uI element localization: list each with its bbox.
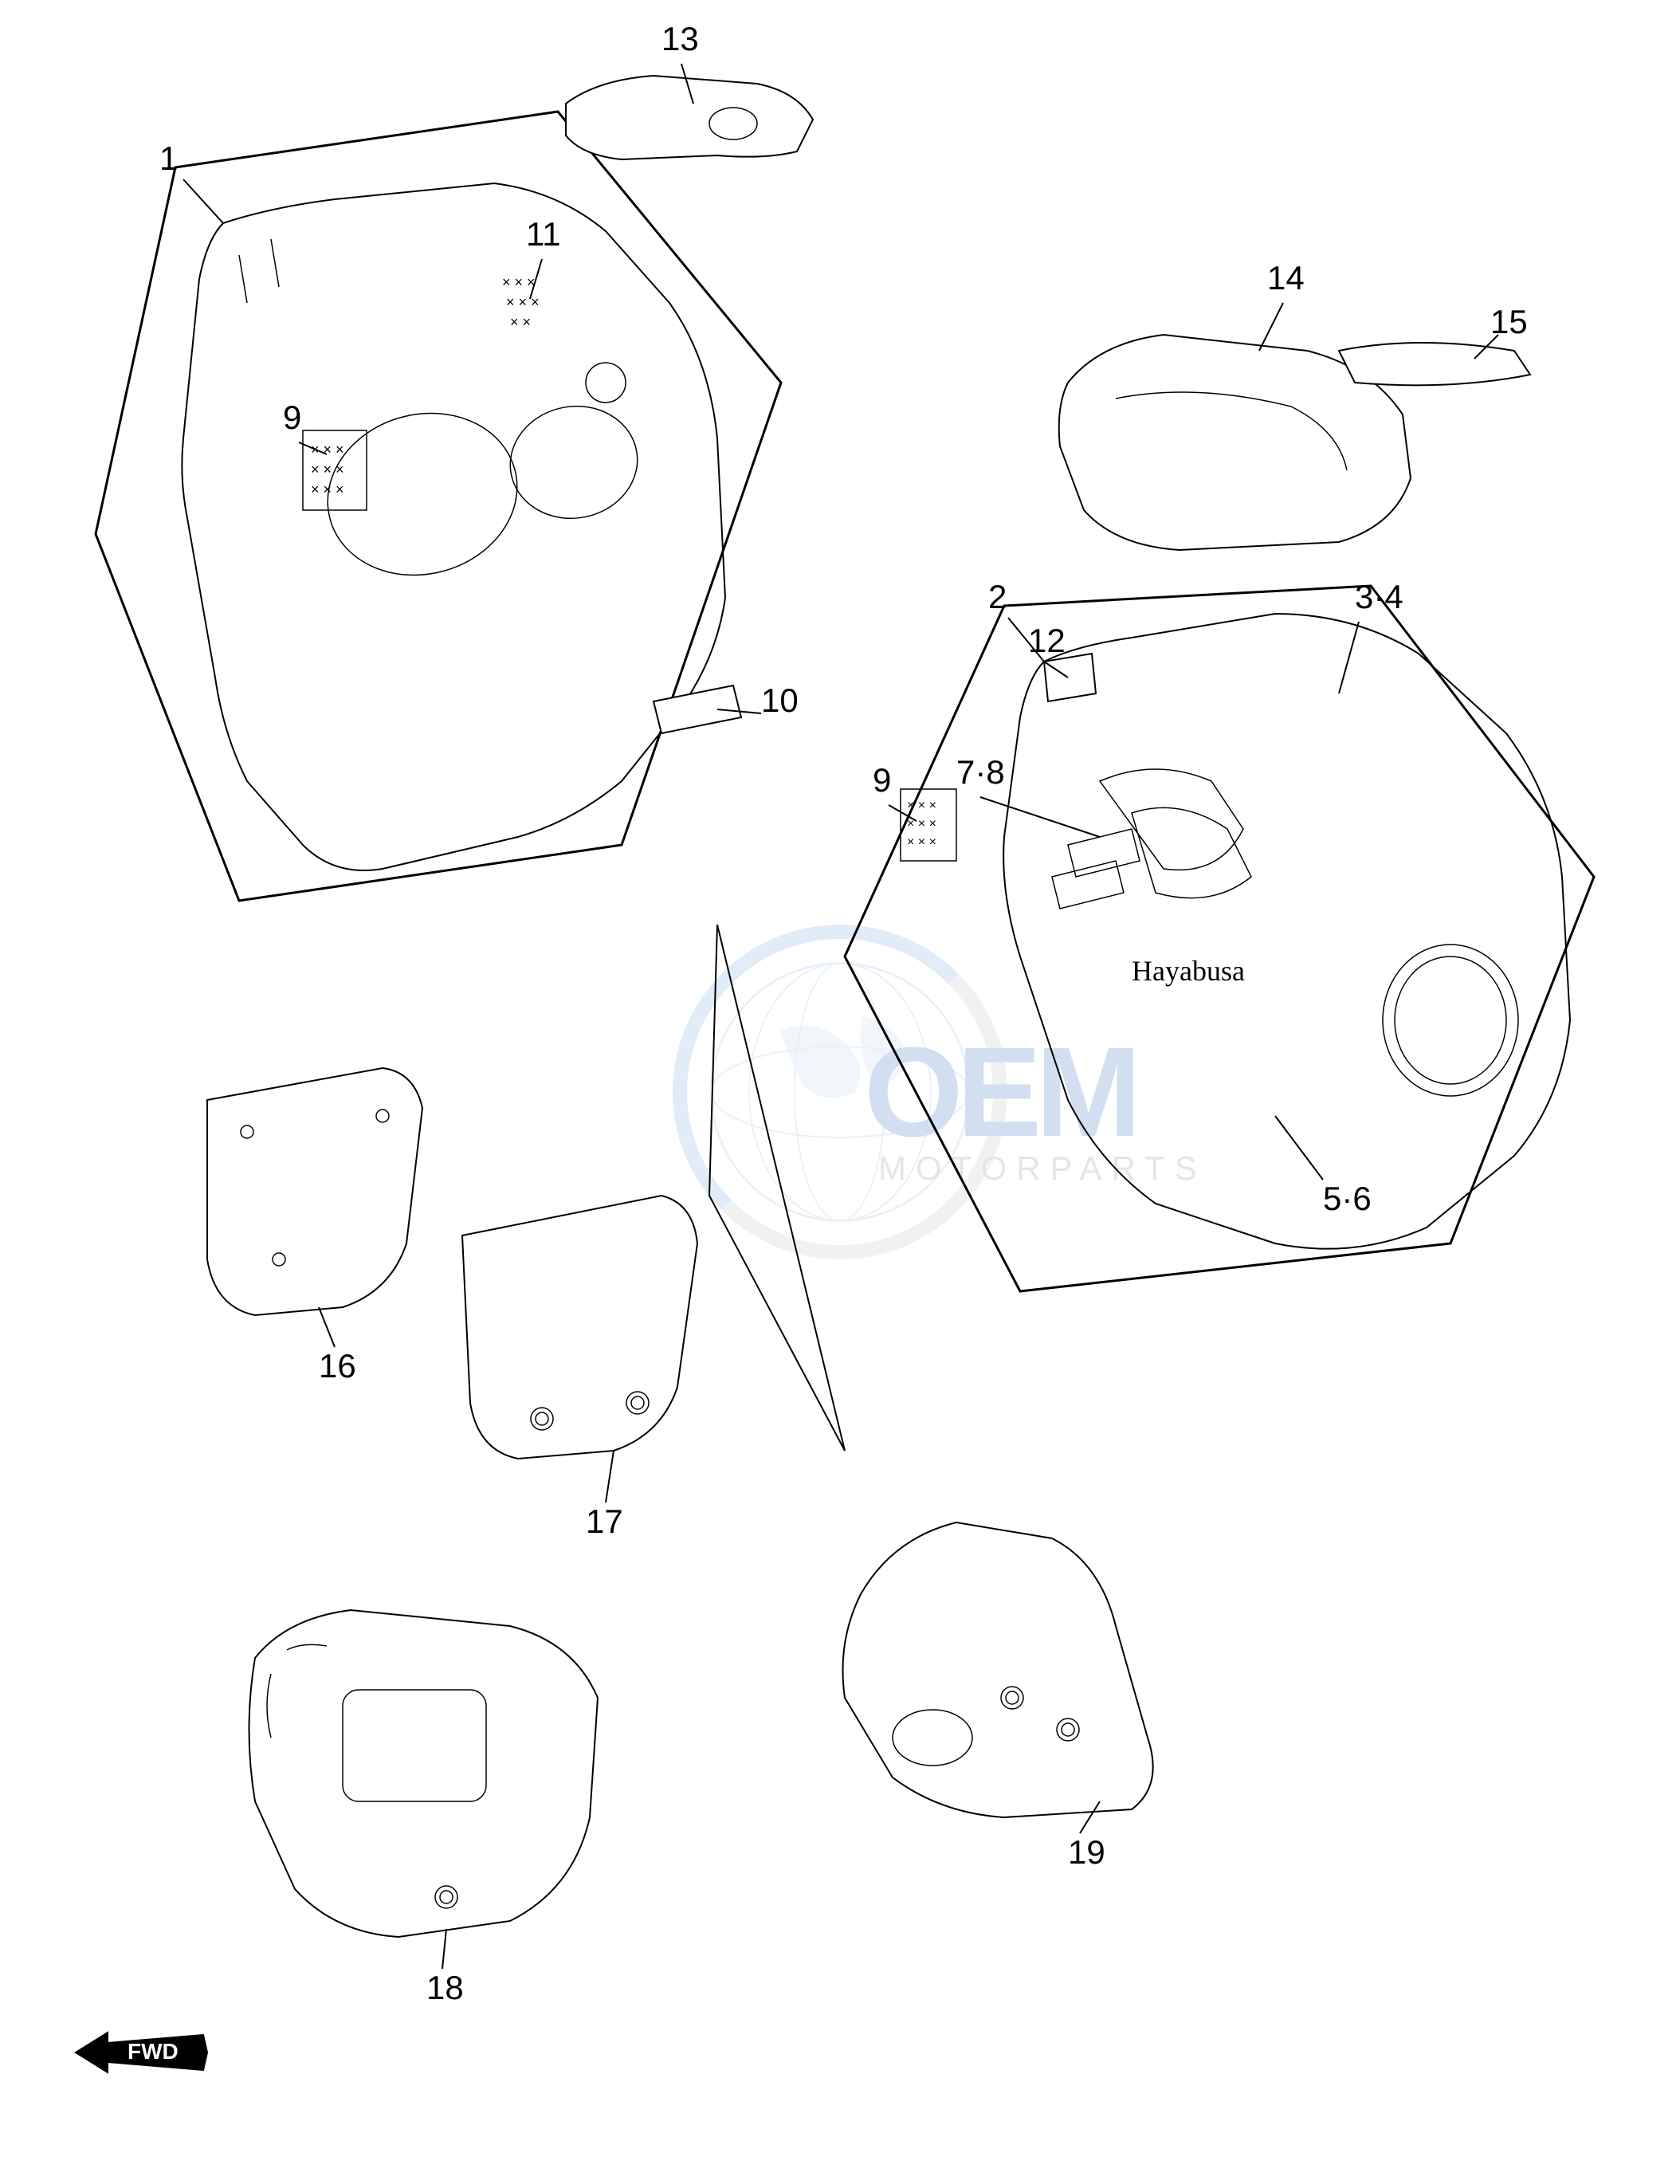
callout-15: 15 [1490, 303, 1528, 341]
part-15-strip [1339, 343, 1530, 385]
part-opening-right [1383, 945, 1518, 1096]
part-hole-1 [586, 363, 626, 403]
screw-pattern-11: × × × × × × × × [502, 274, 540, 330]
part-opening-2 [501, 396, 646, 528]
callout-7-8: 7·8 [956, 753, 1005, 792]
callout-9-left: 9 [283, 399, 301, 437]
callout-19: 19 [1068, 1833, 1105, 1872]
leader-5 [1275, 1116, 1323, 1180]
part-10-strip [654, 685, 741, 733]
part-18-panel [249, 1610, 599, 1937]
callout-16: 16 [319, 1347, 356, 1385]
part-opening-right-inner [1395, 956, 1506, 1084]
svg-text:× × ×: × × × [311, 481, 344, 497]
part-slot-1 [239, 239, 279, 303]
callout-11: 11 [526, 215, 561, 253]
callout-13: 13 [661, 20, 699, 58]
fwd-arrow: FWD [72, 2021, 215, 2088]
hexagon-frame-1 [96, 112, 781, 901]
hayabusa-graphic: Hayabusa [1052, 769, 1251, 987]
fwd-arrow-icon: FWD [72, 2021, 215, 2084]
leader-1 [183, 179, 223, 223]
part-17-panel [462, 1196, 697, 1459]
fwd-label: FWD [128, 2039, 179, 2064]
svg-text:× × ×: × × × [311, 462, 344, 477]
callout-12: 12 [1028, 622, 1066, 660]
leader-18 [442, 1929, 446, 1969]
callout-18: 18 [426, 1969, 464, 2007]
callout-2: 2 [988, 578, 1007, 616]
leader-7 [980, 797, 1100, 837]
screw-pattern-9-left: × × × × × × × × × [303, 430, 367, 510]
part-16-panel [207, 1068, 422, 1315]
divider-triangle [709, 925, 845, 1451]
callout-5-6: 5·6 [1323, 1180, 1372, 1218]
svg-text:× ×: × × [510, 314, 531, 330]
part-12 [1044, 654, 1096, 701]
callout-10: 10 [761, 682, 799, 720]
leader-3 [1339, 622, 1359, 693]
leader-17 [606, 1451, 614, 1502]
product-script-label: Hayabusa [1132, 955, 1245, 987]
parts-diagram: × × × × × × × × × × × × × × × × × [0, 0, 1680, 2184]
svg-text:× × ×: × × × [907, 799, 936, 812]
part-panel-left [182, 183, 725, 870]
svg-text:× × ×: × × × [502, 274, 536, 290]
callout-1: 1 [159, 139, 178, 178]
leader-16 [319, 1307, 335, 1347]
callout-14: 14 [1267, 259, 1305, 297]
diagram-container: OEM MOTORPARTS × × × × × × × × × × × × ×… [0, 0, 1680, 2184]
screw-pattern-9-right: × × × × × × × × × [901, 789, 956, 861]
callout-17: 17 [586, 1502, 623, 1541]
svg-text:× × ×: × × × [506, 294, 540, 310]
hexagon-frame-2 [845, 586, 1594, 1291]
leader-14 [1259, 303, 1283, 351]
part-19-panel [843, 1522, 1153, 1817]
callout-3-4: 3·4 [1355, 578, 1403, 616]
svg-text:× × ×: × × × [907, 835, 936, 849]
svg-text:× × ×: × × × [907, 817, 936, 831]
callout-9-right: 9 [873, 761, 891, 799]
